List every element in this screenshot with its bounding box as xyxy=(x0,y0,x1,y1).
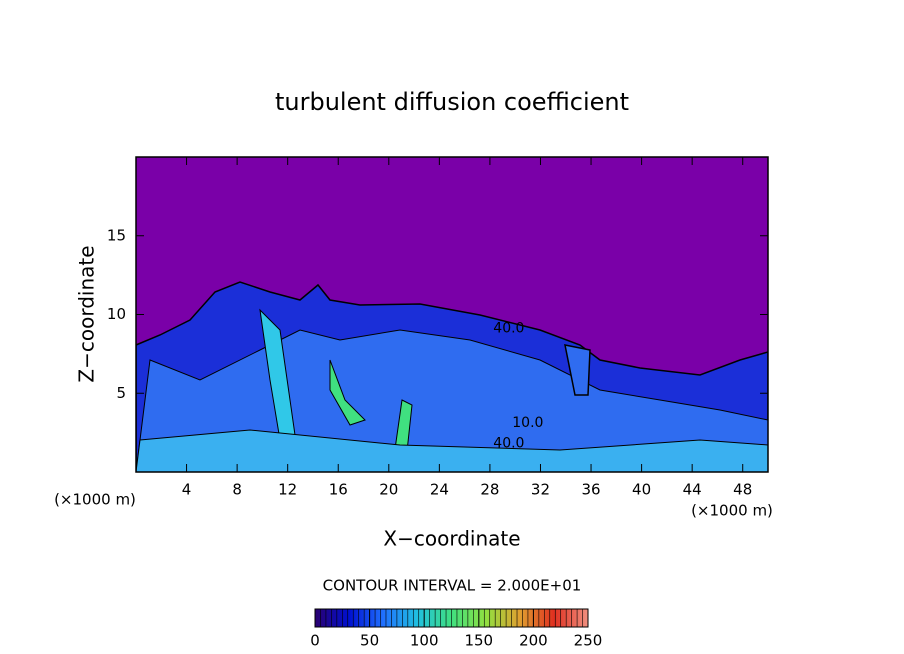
colorbar-tick-label: 250 xyxy=(574,632,603,650)
colorbar-tick-label: 150 xyxy=(464,632,493,650)
contour-interval: CONTOUR INTERVAL = 2.000E+01 xyxy=(323,577,582,595)
x-tick-label: 40 xyxy=(632,481,651,499)
x-tick-label: 4 xyxy=(182,481,192,499)
x-tick-label: 20 xyxy=(379,481,398,499)
x-tick-label: 8 xyxy=(232,481,242,499)
x-unit-label: (×1000 m) xyxy=(691,502,773,520)
x-tick-label: 36 xyxy=(581,481,600,499)
x-tick-label: 32 xyxy=(531,481,550,499)
x-tick-label: 24 xyxy=(430,481,449,499)
chart-title: turbulent diffusion coefficient xyxy=(275,88,629,116)
x-axis-label: X−coordinate xyxy=(383,527,520,551)
surface-layer xyxy=(136,429,768,472)
y-axis-label: Z−coordinate xyxy=(75,245,99,382)
colorbar-tick-label: 200 xyxy=(519,632,548,650)
y-tick-label: 10 xyxy=(107,305,126,323)
x-tick-label: 12 xyxy=(278,481,297,499)
colorbar-tick-label: 0 xyxy=(310,632,320,650)
y-tick-label: 15 xyxy=(107,226,126,244)
field xyxy=(136,281,768,472)
x-tick-label: 48 xyxy=(733,481,752,499)
x-tick-label: 28 xyxy=(480,481,499,499)
streak xyxy=(329,359,366,426)
x-tick-label: 16 xyxy=(329,481,348,499)
contour-label: 40.0 xyxy=(493,436,524,452)
colorbar-tick-label: 100 xyxy=(410,632,439,650)
x-tick-label: 44 xyxy=(683,481,702,499)
contour-label: 10.0 xyxy=(512,415,543,431)
colorbar-tick-label: 50 xyxy=(360,632,379,650)
y-tick-label: 5 xyxy=(116,384,126,402)
streak xyxy=(564,344,591,396)
contour-label: 40.0 xyxy=(493,321,524,337)
x-unit-label: (×1000 m) xyxy=(54,491,136,509)
